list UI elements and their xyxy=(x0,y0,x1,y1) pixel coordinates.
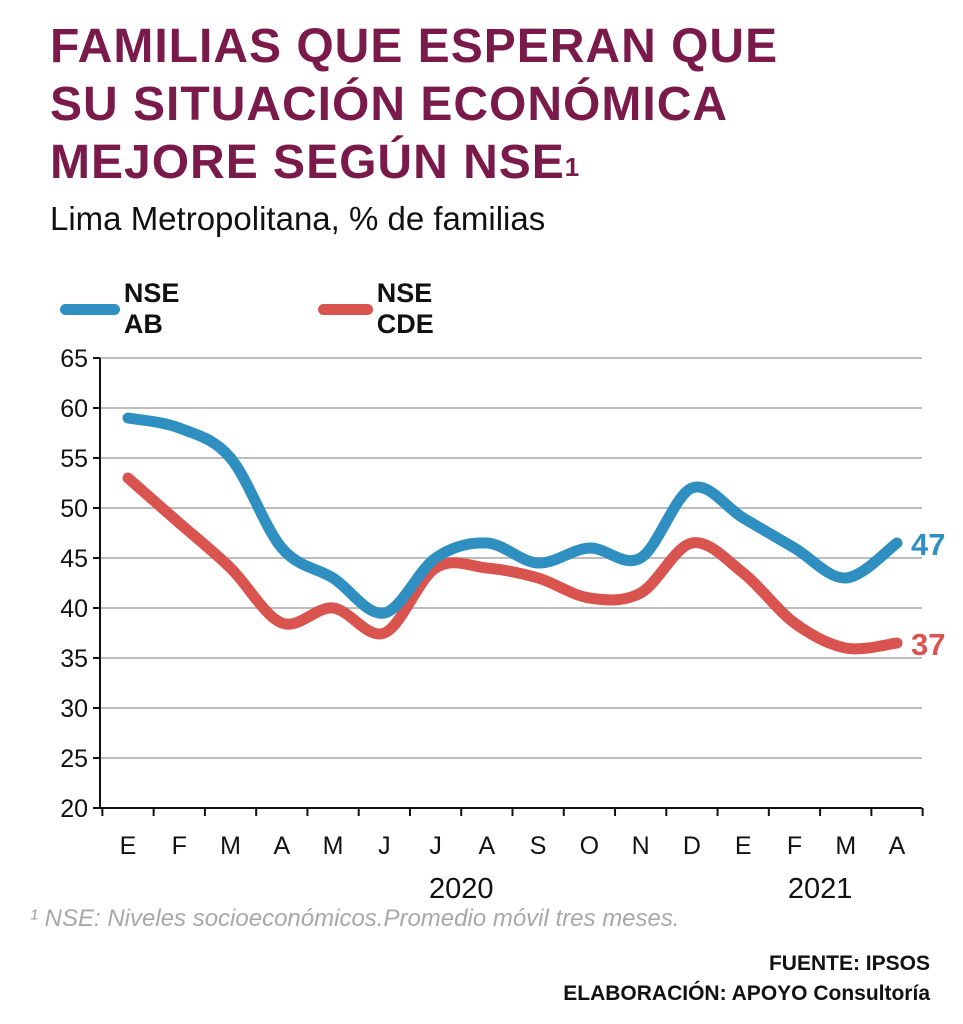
x-tick-label: A xyxy=(889,832,906,860)
x-tick-label: J xyxy=(378,832,391,860)
x-tick-label: A xyxy=(479,832,496,860)
y-tick-label: 65 xyxy=(60,345,88,373)
x-tick-label: E xyxy=(120,832,137,860)
year-label: 2020 xyxy=(429,873,494,900)
x-tick-label: N xyxy=(632,832,650,860)
y-tick-label: 60 xyxy=(60,395,88,423)
legend-item-cde: NSE CDE xyxy=(318,278,459,340)
y-tick-label: 30 xyxy=(60,695,88,723)
x-tick-label: F xyxy=(787,832,802,860)
x-tick-label: S xyxy=(530,832,547,860)
series-line-cde xyxy=(122,472,903,655)
source-text: FUENTE: IPSOS xyxy=(768,952,930,975)
legend-swatch-cde xyxy=(318,303,373,315)
chart-subtitle: Lima Metropolitana, % de familias xyxy=(50,200,546,237)
legend-label-cde: NSE CDE xyxy=(376,278,434,339)
x-tick-label: M xyxy=(323,832,344,860)
y-tick-label: 55 xyxy=(60,445,88,473)
chart-title: FAMILIAS QUE ESPERAN QUE SU SITUACIÓN EC… xyxy=(50,18,930,192)
x-tick-label: A xyxy=(273,832,290,860)
line-chart: 20 25 30 35 40 45 50 55 60 65 E F M A M J J A S O N D E F M A 2020… xyxy=(60,345,945,900)
series-line-ab xyxy=(122,412,903,619)
x-tick-label: M xyxy=(835,832,856,860)
end-value-label-cde: 37 xyxy=(911,627,945,662)
title-line-1: FAMILIAS QUE ESPERAN QUE xyxy=(50,20,779,73)
title-line-3-text: MEJORE SEGÚN NSE xyxy=(50,136,565,189)
x-tick-label: F xyxy=(172,832,187,860)
x-tick-label: J xyxy=(429,832,442,860)
y-tick-label: 45 xyxy=(60,545,88,573)
legend-label-ab: NSE AB xyxy=(123,278,180,339)
legend-swatch-ab xyxy=(60,303,120,315)
legend-item-ab: NSE AB xyxy=(60,278,200,340)
x-tick-label: D xyxy=(683,832,701,860)
title-footnote-marker: 1 xyxy=(564,152,581,182)
y-tick-label: 20 xyxy=(60,795,88,823)
y-tick-label: 40 xyxy=(60,595,88,623)
y-tick-label: 50 xyxy=(60,495,88,523)
title-line-2: SU SITUACIÓN ECONÓMICA xyxy=(50,78,729,131)
x-tick-label: M xyxy=(220,832,241,860)
year-label: 2021 xyxy=(788,873,853,900)
y-tick-label: 25 xyxy=(60,745,88,773)
x-tick-label: E xyxy=(735,832,752,860)
end-value-label-ab: 47 xyxy=(911,527,945,562)
y-tick-label: 35 xyxy=(60,645,88,673)
credit-text: ELABORACIÓN: APOYO Consultoría xyxy=(563,982,930,1005)
title-line-3: MEJORE SEGÚN NSE1 xyxy=(50,134,930,192)
x-tick-label: O xyxy=(580,832,599,860)
footnote: ¹ NSE: Niveles socioeconómicos.Promedio … xyxy=(30,905,680,932)
